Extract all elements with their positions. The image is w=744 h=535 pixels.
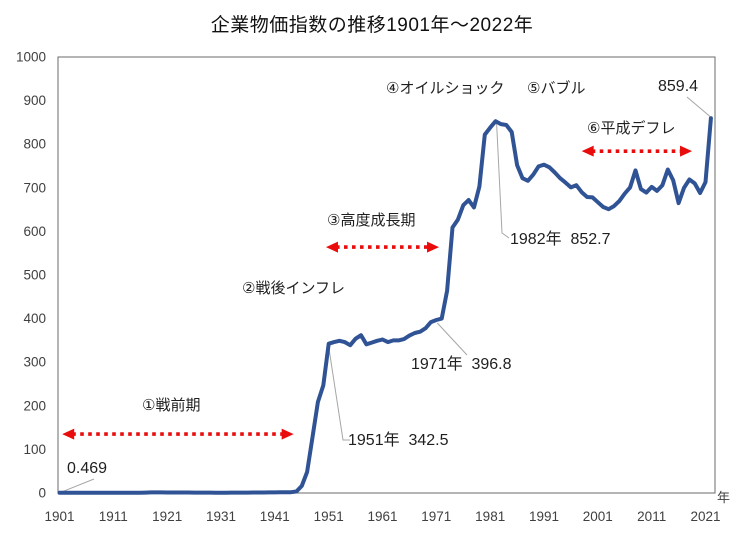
point-label-2022: 859.4 [658,78,699,95]
x-axis-tick-labels: 1901 1911 1921 1931 1941 1951 1961 1971 1981 1991… [44,509,720,524]
leader-line [686,96,712,118]
y-tick-label: 1000 [16,50,46,65]
plot-border [57,56,716,494]
x-tick-label: 2021 [690,509,720,524]
annotation-oil-shock: ④オイルショック [386,80,505,97]
leader-line [328,346,350,441]
chart-title: 企業物価指数の推移1901年～2022年 [210,15,534,36]
x-tick-label: 1951 [314,509,344,524]
y-tick-label: 200 [23,398,46,413]
y-tick-label: 600 [23,224,46,239]
annotation-heisei-deflation: ⑥平成デフレ [587,120,676,137]
annotation-bubble: ⑤バブル [527,80,586,97]
x-tick-label: 1921 [152,509,182,524]
x-tick-label: 2011 [637,509,666,524]
y-axis-tick-labels: 0 100 200 300 400 500 600 700 800 900 1000 [16,50,46,501]
annotation-high-growth-period: ③高度成長期 [327,212,416,229]
leader-lines [59,96,712,494]
arrowhead-left-icon [62,428,75,440]
x-tick-label: 1991 [529,509,559,524]
x-tick-label: 1981 [475,509,505,524]
y-tick-label: 800 [23,137,46,152]
leader-line [59,478,95,494]
period-arrows [62,145,693,440]
x-tick-label: 1941 [260,509,290,524]
y-tick-label: 400 [23,311,46,326]
y-tick-label: 900 [23,93,46,108]
point-label-1901: 0.469 [67,460,108,477]
x-tick-label: 1971 [421,509,451,524]
y-tick-label: 100 [23,442,46,457]
x-tick-label: 1911 [99,509,128,524]
annotation-postwar-inflation: ②戦後インフレ [242,280,345,297]
arrowhead-left-icon [581,145,594,157]
point-label-1951: 1951年 342.5 [348,432,449,449]
x-tick-label: 1931 [206,509,236,524]
x-axis-unit-label: 年 [717,490,731,505]
x-tick-label: 1961 [367,509,397,524]
arrowhead-right-icon [281,428,294,440]
x-tick-label: 1901 [44,509,74,524]
y-tick-label: 700 [23,180,46,195]
arrowhead-right-icon [427,241,440,253]
price-index-line [57,116,713,495]
leader-line [496,123,510,239]
arrowhead-right-icon [680,145,693,157]
arrowhead-left-icon [325,241,338,253]
leader-line [436,322,468,356]
x-tick-label: 2001 [583,509,613,524]
y-tick-label: 0 [38,486,46,501]
y-tick-label: 300 [23,355,46,370]
y-tick-label: 500 [23,268,46,283]
point-label-1982: 1982年 852.7 [510,231,611,248]
point-label-1971: 1971年 396.8 [411,356,512,373]
annotation-prewar-period: ①戦前期 [142,397,201,414]
